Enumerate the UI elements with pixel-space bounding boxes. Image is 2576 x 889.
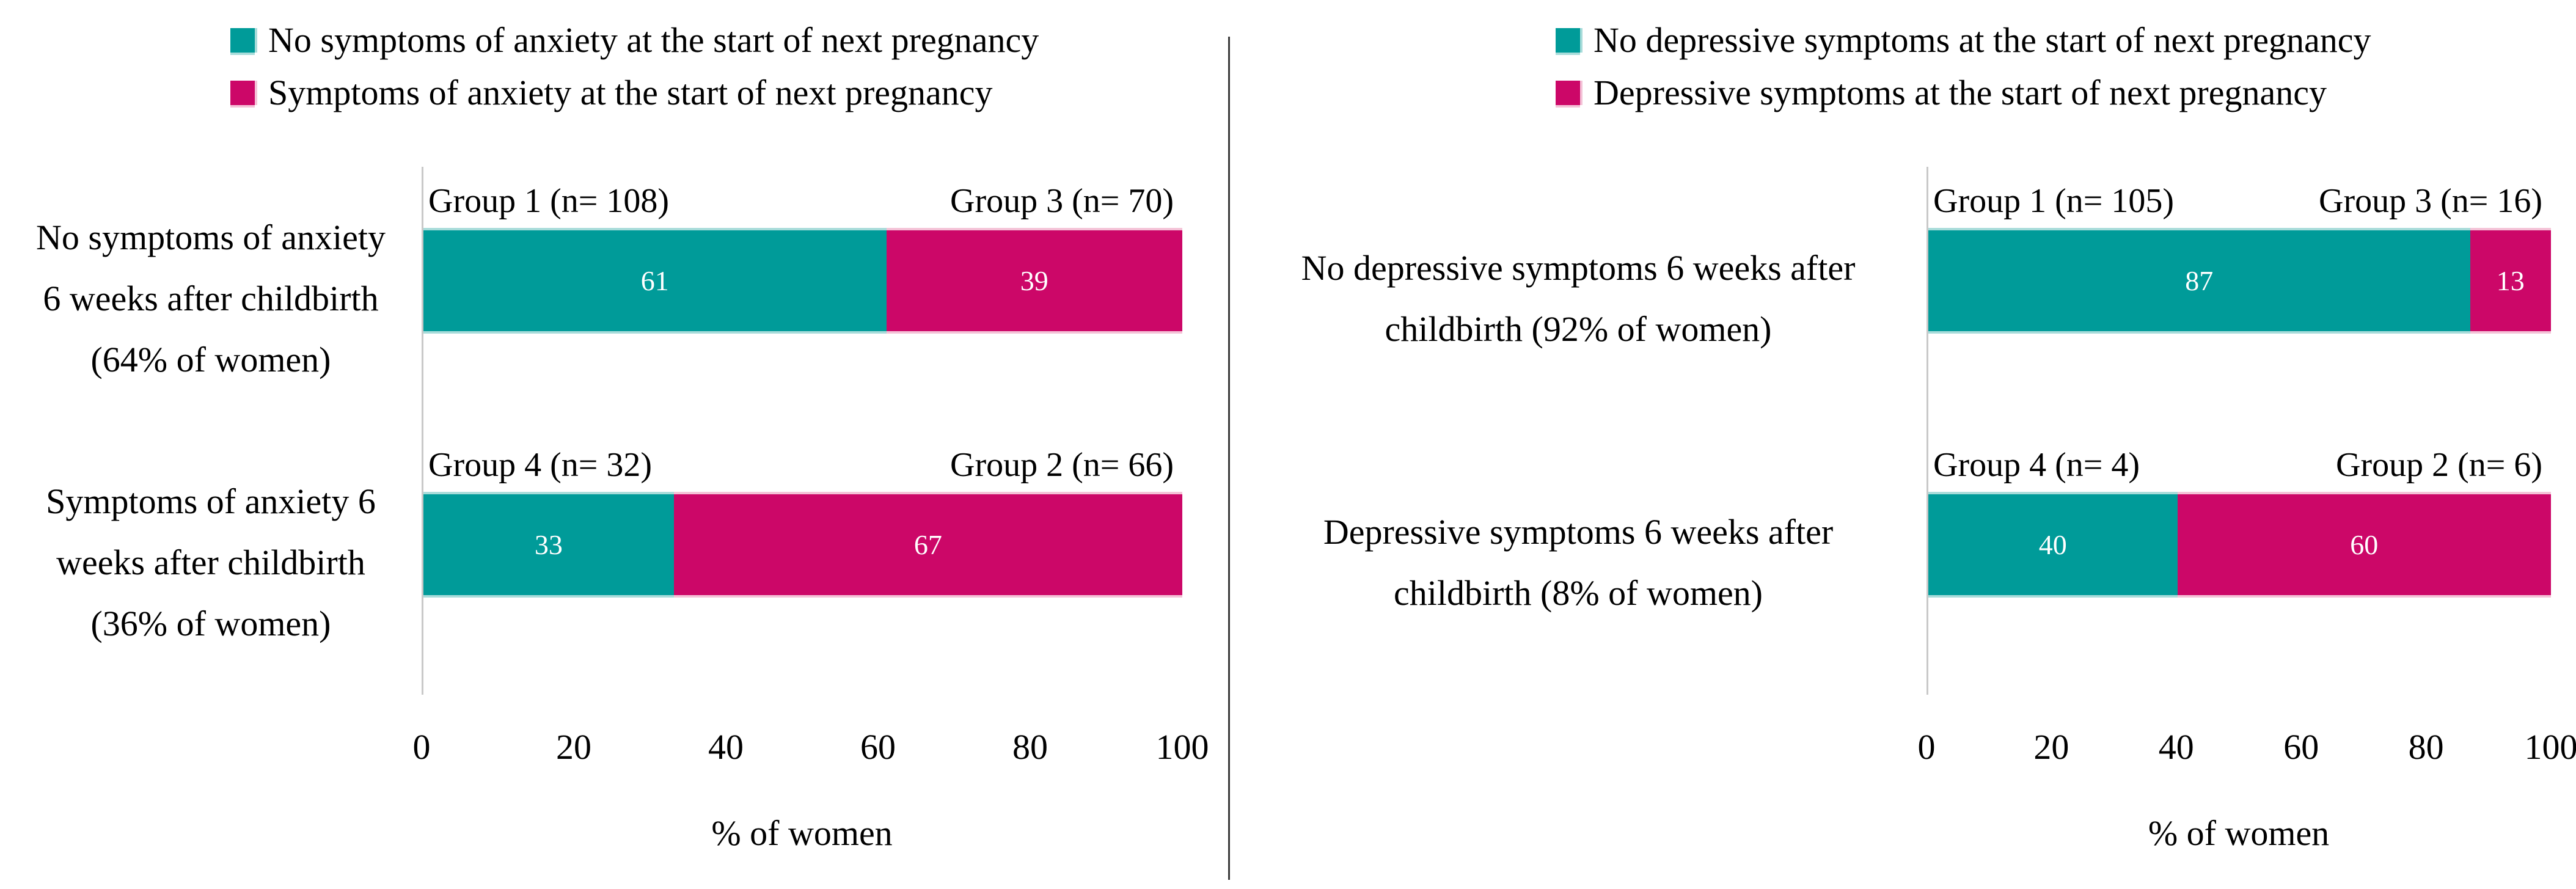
segment-value: 87 [2185,265,2214,296]
x-tick: 40 [2158,727,2194,767]
depression-chart-panel: No depressive symptoms at the start of n… [1230,0,2576,855]
category-axis-labels: No symptoms of anxiety 6 weeks after chi… [0,167,422,855]
group-label: Group 3 (n= 70) [950,182,1174,220]
legend-item-no-depression: No depressive symptoms at the start of n… [1556,21,2576,59]
segment-value: 67 [913,529,942,560]
bar-segment-teal: 87 [1928,228,2470,334]
category-label-depression: Depressive symptoms 6 weeks after childb… [1323,512,1834,613]
anxiety-legend: No symptoms of anxiety at the start of n… [230,21,1228,112]
x-axis-ticks: 0 20 40 60 80 100 [1918,727,2576,767]
segment-value: 13 [2496,265,2525,296]
bar-row-anxiety: Group 4 (n= 32) Group 2 (n= 66) 33 67 [423,431,1182,695]
x-tick: 100 [1155,727,1209,767]
category-label-no-depression: No depressive symptoms 6 weeks after chi… [1301,248,1856,349]
legend-label: No symptoms of anxiety at the start of n… [268,20,1039,60]
x-axis-ticks: 0 20 40 60 80 100 [413,727,1209,767]
stacked-bar: 33 67 [423,492,1182,598]
bar-row-no-depression: Group 1 (n= 105) Group 3 (n= 16) 87 13 [1928,167,2551,431]
x-tick: 0 [412,727,431,767]
bar-segment-magenta: 39 [886,228,1182,334]
x-tick: 40 [708,727,744,767]
legend-label: Symptoms of anxiety at the start of next… [268,73,993,112]
bars-area: Group 1 (n= 108) Group 3 (n= 70) 61 39 [422,167,1182,695]
stacked-bar: 61 39 [423,228,1182,334]
category-label-anxiety: Symptoms of anxiety 6 weeks after childb… [46,481,376,643]
segment-value: 61 [640,265,669,296]
stacked-bar: 87 13 [1928,228,2551,334]
x-axis-title: % of women [711,813,893,853]
bars-area: Group 1 (n= 105) Group 3 (n= 16) 87 13 [1927,167,2551,695]
group-label: Group 3 (n= 16) [2319,182,2542,220]
depression-chart-body: No depressive symptoms 6 weeks after chi… [1230,167,2576,855]
legend-swatch-teal [1556,28,1580,53]
anxiety-chart-panel: No symptoms of anxiety at the start of n… [0,0,1228,855]
legend-item-anxiety: Symptoms of anxiety at the start of next… [230,74,1228,112]
bar-segment-teal: 61 [423,228,887,334]
x-tick: 80 [2408,727,2444,767]
group-label: Group 4 (n= 4) [1933,446,2140,484]
group-label: Group 2 (n= 6) [2336,446,2542,484]
legend-item-depression: Depressive symptoms at the start of next… [1556,74,2576,112]
legend-item-no-anxiety: No symptoms of anxiety at the start of n… [230,21,1228,59]
legend-label: No depressive symptoms at the start of n… [1594,20,2371,60]
x-tick: 20 [2033,727,2069,767]
x-tick: 80 [1012,727,1048,767]
legend-label: Depressive symptoms at the start of next… [1594,73,2327,112]
segment-value: 60 [2350,529,2379,560]
bar-segment-magenta: 13 [2470,228,2551,334]
group-label: Group 1 (n= 105) [1933,182,2174,220]
stacked-bar: 40 60 [1928,492,2551,598]
category-label-no-anxiety: No symptoms of anxiety 6 weeks after chi… [36,218,386,379]
bar-segment-magenta: 67 [673,492,1182,598]
group-label: Group 1 (n= 108) [428,182,669,220]
group-label: Group 2 (n= 66) [950,446,1174,484]
bar-row-no-anxiety: Group 1 (n= 108) Group 3 (n= 70) 61 39 [423,167,1182,431]
legend-swatch-magenta [230,81,255,105]
segment-value: 33 [534,529,563,560]
legend-swatch-magenta [1556,81,1580,105]
x-tick: 100 [2524,727,2576,767]
bar-row-depression: Group 4 (n= 4) Group 2 (n= 6) 40 60 [1928,431,2551,695]
segment-value: 39 [1020,265,1048,296]
group-label: Group 4 (n= 32) [428,446,652,484]
bar-segment-magenta: 60 [2177,492,2551,598]
x-tick: 60 [860,727,896,767]
x-tick: 0 [1917,727,1936,767]
bar-segment-teal: 40 [1928,492,2178,598]
legend-swatch-teal [230,28,255,53]
anxiety-chart-body: No symptoms of anxiety 6 weeks after chi… [0,167,1228,855]
x-tick: 60 [2283,727,2319,767]
category-axis-labels: No depressive symptoms 6 weeks after chi… [1230,167,1927,855]
bar-segment-teal: 33 [423,492,674,598]
depression-plot-area: Group 1 (n= 105) Group 3 (n= 16) 87 13 [1918,167,2576,855]
x-axis-title: % of women [2148,813,2330,853]
x-tick: 20 [556,727,591,767]
segment-value: 40 [2038,529,2067,560]
anxiety-plot-area: Group 1 (n= 108) Group 3 (n= 70) 61 39 [413,167,1209,855]
panel-divider-line [1228,37,1230,880]
depression-legend: No depressive symptoms at the start of n… [1556,21,2576,112]
